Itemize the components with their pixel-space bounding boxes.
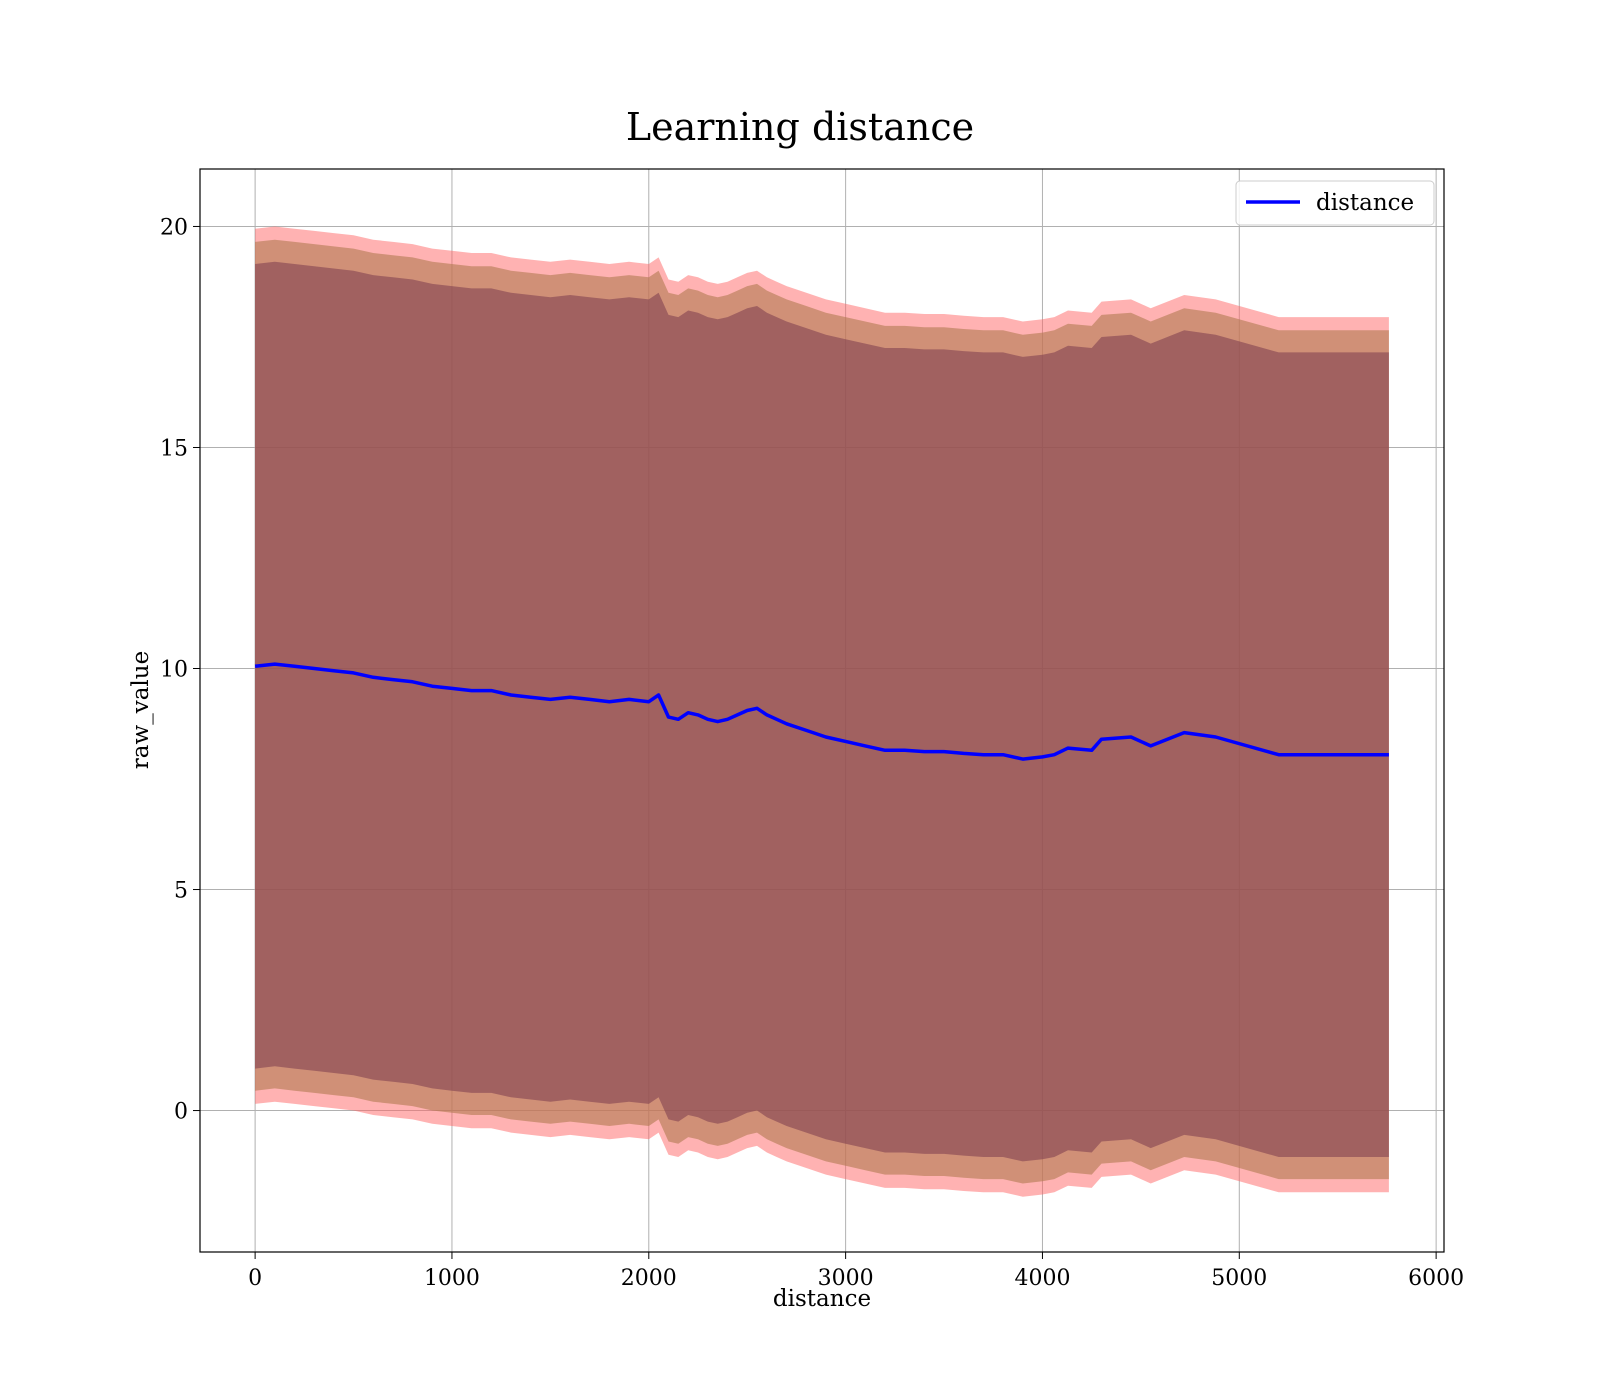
x-axis-label: distance [773, 1286, 871, 1312]
legend-label: distance [1316, 190, 1414, 216]
band-inner [255, 261, 1389, 1162]
y-tick-label: 20 [160, 215, 188, 240]
legend-box [1235, 180, 1435, 226]
y-tick-label: 15 [160, 436, 188, 461]
legend: distance [1235, 180, 1435, 226]
x-tick-label: 0 [248, 1266, 262, 1291]
x-tick-label: 5000 [1211, 1266, 1267, 1291]
distance-series [254, 662, 1389, 761]
axis-ticks: 0 1000 2000 3000 4000 5000 6000 0 5 10 15 20 [160, 215, 1464, 1291]
x-tick-label: 6000 [1408, 1266, 1464, 1291]
distance-line [254, 662, 1389, 761]
y-axis-label: raw_value [128, 651, 154, 769]
x-tick-label: 1000 [424, 1266, 480, 1291]
plot-frame [199, 168, 1445, 1253]
x-tick-label: 4000 [1014, 1266, 1070, 1291]
confidence-bands [255, 226, 1389, 1197]
x-tick-label: 3000 [818, 1266, 874, 1291]
y-tick-label: 0 [174, 1100, 188, 1125]
y-tick-label: 5 [174, 879, 188, 904]
y-tick-label: 10 [160, 658, 188, 683]
chart-title: Learning distance [626, 105, 974, 149]
x-tick-label: 2000 [621, 1266, 677, 1291]
